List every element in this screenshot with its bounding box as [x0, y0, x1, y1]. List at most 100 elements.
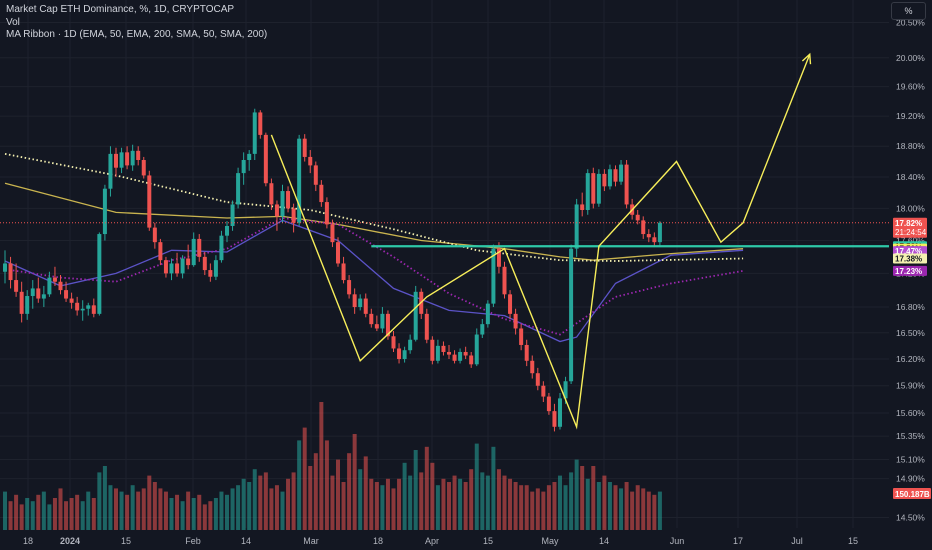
- candle-body: [202, 256, 207, 271]
- candle-body: [286, 191, 291, 209]
- volume-bar: [336, 459, 340, 530]
- volume-bar: [380, 485, 385, 530]
- candle-body: [641, 220, 646, 235]
- candle-body: [619, 164, 624, 182]
- candle-body: [263, 134, 268, 184]
- volume-tag: [893, 488, 931, 499]
- grid: [0, 0, 889, 528]
- percent-scale-button[interactable]: %: [891, 2, 926, 20]
- volume-bar: [19, 504, 24, 530]
- candle-body: [175, 263, 180, 274]
- candle-body: [352, 294, 357, 308]
- candle-body: [252, 112, 257, 154]
- candle-body: [25, 296, 30, 314]
- volume-bar: [130, 485, 135, 530]
- y-tick-label: 15.10%: [896, 455, 925, 465]
- x-tick-label: 14: [241, 536, 251, 546]
- candle-body: [47, 277, 52, 295]
- volume-bar: [607, 482, 612, 530]
- candle-body: [402, 350, 407, 360]
- candle-body: [458, 351, 463, 361]
- candle-body: [136, 150, 141, 161]
- candle-body: [607, 169, 612, 187]
- candle-body: [463, 351, 468, 356]
- candle-body: [374, 324, 379, 329]
- candle-body: [125, 152, 130, 166]
- price-tag-label: 17.47%: [895, 247, 922, 256]
- candle-body: [58, 281, 63, 291]
- y-tick-label: 16.20%: [896, 354, 925, 364]
- volume-bar: [519, 485, 524, 530]
- volume-bar: [646, 491, 651, 530]
- candle-body: [163, 260, 168, 274]
- candle-body: [269, 183, 274, 205]
- candle-body: [546, 396, 551, 412]
- candle-body: [424, 313, 429, 340]
- volume-bar: [413, 450, 418, 530]
- volume-bar: [535, 488, 540, 530]
- y-tick-label: 15.60%: [896, 408, 925, 418]
- y-tick-label: 15.90%: [896, 381, 925, 391]
- volume-bar: [385, 478, 390, 530]
- candle-body: [52, 277, 57, 282]
- volume-tag-label: 150.187B: [895, 490, 930, 499]
- volume-bar: [86, 491, 91, 530]
- y-tick-label: 18.00%: [896, 203, 925, 213]
- volume-bar: [530, 491, 535, 530]
- vol-legend[interactable]: Vol: [6, 16, 20, 28]
- volume-bar: [286, 478, 291, 530]
- volume-bar: [175, 494, 180, 530]
- volume-bar: [369, 478, 374, 530]
- volume-bars: [3, 402, 662, 530]
- volume-bar: [613, 485, 618, 530]
- ma-ribbon-legend[interactable]: MA Ribbon · 1D (EMA, 50, EMA, 200, SMA, …: [6, 29, 268, 40]
- volume-bar: [652, 494, 657, 530]
- x-tick-label: 14: [599, 536, 609, 546]
- volume-bar: [80, 501, 85, 530]
- candle-body: [591, 173, 596, 204]
- candle-body: [657, 222, 662, 243]
- ma-line: [4, 153, 744, 262]
- volume-bar: [64, 501, 69, 530]
- candle-body: [574, 204, 579, 249]
- volume-bar: [219, 491, 224, 530]
- candle-body: [152, 227, 157, 243]
- volume-bar: [569, 472, 574, 530]
- candle-body: [130, 150, 135, 166]
- y-tick-label: 15.35%: [896, 431, 925, 441]
- volume-bar: [447, 482, 451, 530]
- candle-body: [496, 248, 501, 267]
- candle-body: [524, 344, 529, 361]
- x-tick-label: 18: [23, 536, 33, 546]
- x-tick-label: 2024: [60, 536, 80, 546]
- candle-body: [397, 348, 402, 360]
- volume-bar: [58, 488, 63, 530]
- volume-bar: [180, 501, 185, 530]
- volume-bar: [47, 504, 52, 530]
- volume-bar: [524, 485, 529, 530]
- candle-body: [435, 345, 440, 361]
- x-tick-label: 15: [121, 536, 131, 546]
- candle-body: [147, 175, 152, 228]
- candle-body: [602, 173, 607, 187]
- volume-bar: [30, 501, 35, 530]
- candle-body: [119, 152, 124, 168]
- y-tick-label: 18.80%: [896, 141, 925, 151]
- x-tick-label: May: [541, 536, 559, 546]
- volume-bar: [169, 498, 174, 530]
- candle-body: [219, 235, 224, 261]
- y-tick-label: 20.00%: [896, 53, 925, 63]
- x-tick-label: Mar: [303, 536, 319, 546]
- x-tick-label: Feb: [185, 536, 201, 546]
- time-axis[interactable]: 18 2024 15 Feb 14 Mar 18 Apr 15 May 14 Jun 17 Jul 15: [23, 536, 858, 546]
- volume-bar: [102, 466, 107, 530]
- volume-bar: [152, 482, 157, 530]
- drawings[interactable]: [0, 52, 932, 430]
- price-tag: [893, 253, 927, 264]
- x-tick-label: 17: [733, 536, 743, 546]
- price-tag-label: 17.38%: [895, 255, 922, 264]
- candle-body: [258, 112, 263, 135]
- symbol-title[interactable]: Market Cap ETH Dominance, %, 1D, CRYPTOC…: [6, 4, 235, 15]
- volume-bar: [230, 488, 235, 530]
